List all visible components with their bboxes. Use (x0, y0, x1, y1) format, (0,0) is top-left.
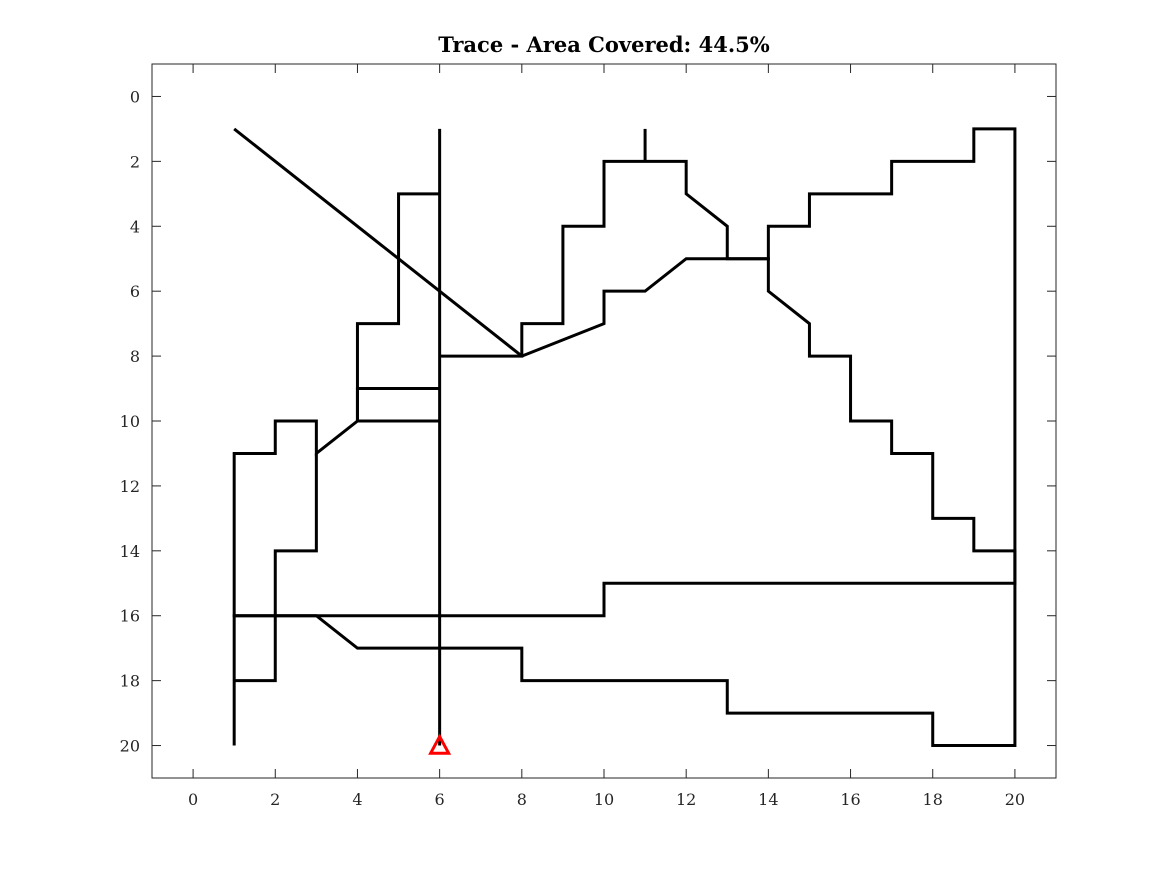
y-tick-label: 0 (130, 87, 140, 106)
chart-title: Trace - Area Covered: 44.5% (438, 32, 769, 57)
x-tick-label: 16 (840, 790, 860, 809)
axis-ticks: 0 2 4 6 8 10 12 14 16 18 20 0 2 4 6 8 10 12 14 16 18 20 (120, 64, 1056, 809)
y-tick-label: 2 (130, 152, 140, 171)
y-tick-label: 18 (120, 672, 140, 691)
trace-series-2 (233, 127, 523, 358)
x-tick-label: 4 (352, 790, 362, 809)
y-tick-label: 16 (120, 607, 140, 626)
x-tick-label: 20 (1005, 790, 1025, 809)
x-tick-label: 14 (758, 790, 778, 809)
x-tick-label: 8 (517, 790, 527, 809)
trace-series-4 (232, 127, 1017, 748)
y-tick-label: 20 (120, 737, 140, 756)
y-tick-label: 4 (130, 217, 140, 236)
y-tick-label: 12 (120, 477, 140, 496)
trace-lines (232, 127, 1017, 748)
y-tick-label: 8 (130, 347, 140, 366)
trace-series-5 (234, 453, 318, 683)
y-tick-label: 10 (120, 412, 140, 431)
y-tick-label: 14 (120, 542, 140, 561)
x-tick-label: 2 (270, 790, 280, 809)
x-tick-label: 18 (923, 790, 943, 809)
x-tick-label: 6 (435, 790, 445, 809)
start-marker (428, 733, 452, 755)
markers (428, 733, 452, 755)
x-tick-label: 10 (594, 790, 614, 809)
x-tick-label: 12 (676, 790, 696, 809)
y-tick-label: 6 (130, 282, 140, 301)
x-tick-label: 0 (188, 790, 198, 809)
